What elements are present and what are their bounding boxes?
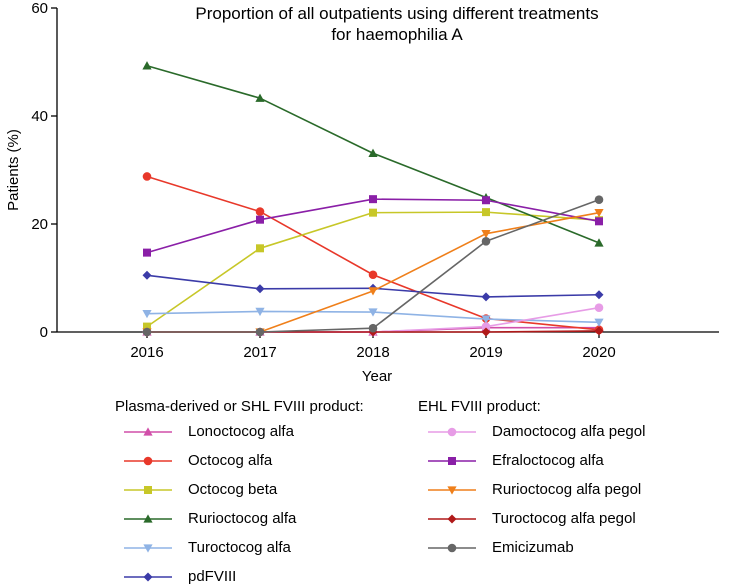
legend-marker-rurioctocog-alfa-pegol [447, 486, 457, 495]
x-tick-label: 2020 [582, 344, 615, 361]
data-point-rurioctocog-alfa-pegol [594, 208, 604, 218]
data-point-pdfviii [255, 284, 265, 294]
legend-swatch-octocog-beta [124, 486, 172, 494]
data-point-efraloctocog-alfa [256, 215, 264, 224]
legend-label: pdFVIII [188, 568, 237, 585]
legend-group-title-ehl: EHL FVIII product: [418, 398, 541, 415]
legend-swatch-efraloctocog-alfa [428, 457, 476, 465]
legend-label: Turoctocog alfa pegol [492, 510, 636, 527]
legend-swatch-turoctocog-alfa [124, 544, 172, 553]
legend-label: Octocog alfa [188, 452, 273, 469]
legend-label: Emicizumab [492, 539, 574, 556]
legend-swatch-rurioctocog-alfa-pegol [428, 486, 476, 495]
legend-marker-octocog-alfa [143, 456, 153, 466]
data-point-octocog-beta [369, 208, 377, 217]
y-tick-label: 60 [31, 0, 48, 17]
y-tick-label: 0 [40, 324, 48, 341]
legend-swatch-rurioctocog-alfa [124, 514, 172, 523]
data-point-emicizumab [142, 327, 152, 337]
legend-marker-damoctocog-alfa-pegol [447, 427, 457, 437]
legend-label: Efraloctocog alfa [492, 452, 604, 469]
y-tick-label: 40 [31, 108, 48, 125]
data-point-pdfviii [142, 270, 152, 280]
legend-label: Octocog beta [188, 481, 278, 498]
data-point-turoctocog-alfa [594, 318, 604, 327]
data-point-efraloctocog-alfa [482, 196, 490, 205]
data-point-octocog-alfa [142, 172, 152, 181]
legend-marker-lonoctocog-alfa [143, 427, 153, 436]
legend-marker-rurioctocog-alfa [143, 514, 153, 523]
data-point-octocog-beta [256, 244, 264, 253]
data-point-rurioctocog-alfa [594, 238, 604, 247]
data-point-octocog-alfa [368, 270, 378, 280]
data-point-turoctocog-alfa-pegol [594, 326, 604, 336]
data-point-damoctocog-alfa-pegol [594, 303, 604, 313]
legend-swatch-turoctocog-alfa-pegol [428, 514, 476, 524]
legend-group-title-shl: Plasma-derived or SHL FVIII product: [115, 398, 364, 415]
legend-marker-octocog-beta [144, 486, 152, 494]
data-point-emicizumab [368, 323, 378, 333]
chart-title-line-2: for haemophilia A [331, 25, 463, 44]
legend-label: Lonoctocog alfa [188, 423, 294, 440]
legend-marker-turoctocog-alfa [143, 544, 153, 553]
x-tick-label: 2018 [356, 344, 389, 361]
legend-marker-efraloctocog-alfa [448, 457, 456, 465]
x-tick-label: 2019 [469, 344, 502, 361]
data-point-rurioctocog-alfa [255, 93, 265, 102]
data-point-rurioctocog-alfa-pegol [368, 287, 378, 296]
data-point-turoctocog-alfa-pegol [481, 327, 491, 337]
data-point-turoctocog-alfa [368, 308, 378, 317]
data-point-turoctocog-alfa [142, 309, 152, 319]
data-point-damoctocog-alfa-pegol [481, 322, 491, 331]
data-point-octocog-beta [482, 208, 490, 217]
data-point-efraloctocog-alfa [595, 217, 603, 226]
data-point-pdfviii [481, 292, 491, 302]
data-point-emicizumab [481, 236, 491, 246]
data-point-rurioctocog-alfa [368, 148, 378, 157]
data-point-pdfviii [594, 290, 604, 300]
data-point-turoctocog-alfa [255, 307, 265, 317]
legend-label: Turoctocog alfa [188, 539, 291, 556]
x-tick-label: 2016 [130, 344, 163, 361]
legend-label: Rurioctocog alfa [188, 510, 297, 527]
data-point-turoctocog-alfa [481, 315, 491, 324]
legend-marker-turoctocog-alfa-pegol [447, 514, 457, 524]
data-point-emicizumab [594, 195, 604, 204]
data-point-octocog-beta [143, 322, 151, 331]
series-rurioctocog-alfa [142, 61, 604, 247]
series-emicizumab [142, 195, 604, 337]
chart-title-line-1: Proportion of all outpatients using diff… [195, 4, 598, 23]
x-tick-label: 2017 [243, 344, 276, 361]
data-point-rurioctocog-alfa [142, 61, 152, 70]
x-axis-label: Year [362, 368, 392, 385]
data-point-emicizumab [255, 327, 265, 337]
legend-label: Rurioctocog alfa pegol [492, 481, 642, 498]
data-point-octocog-alfa [255, 207, 265, 216]
legend-swatch-emicizumab [428, 543, 476, 553]
y-tick-label: 20 [31, 216, 48, 233]
data-point-rurioctocog-alfa-pegol [481, 230, 491, 239]
series-efraloctocog-alfa [143, 195, 603, 257]
y-axis-label: Patients (%) [5, 129, 22, 211]
legend-marker-emicizumab [447, 543, 457, 553]
data-point-efraloctocog-alfa [143, 248, 151, 257]
legend-marker-pdfviii [143, 572, 153, 582]
legend-swatch-damoctocog-alfa-pegol [428, 427, 476, 437]
legend-swatch-pdfviii [124, 572, 172, 582]
legend-label: Damoctocog alfa pegol [492, 423, 646, 440]
data-point-efraloctocog-alfa [369, 195, 377, 204]
legend-swatch-octocog-alfa [124, 456, 172, 466]
legend-swatch-lonoctocog-alfa [124, 427, 172, 436]
